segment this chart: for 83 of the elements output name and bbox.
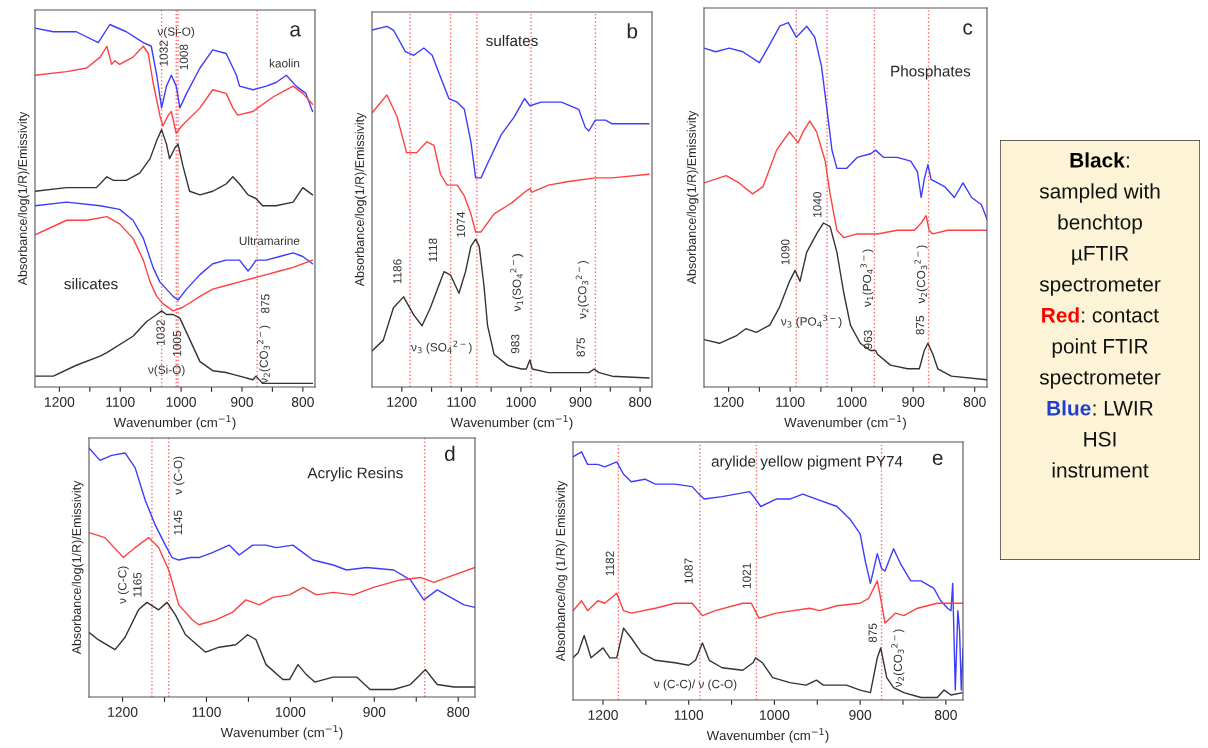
x-tick-label: 1100 xyxy=(447,397,476,407)
x-axis-title: Wavenumber (cm$^{−1}$) xyxy=(113,415,236,430)
x-tick-label: 1000 xyxy=(760,710,790,720)
x-tick-label: 800 xyxy=(963,397,986,407)
y-axis-title: Absorbance/log(1/R)/Emissivity xyxy=(686,110,699,285)
y-axis-title: Absorbance/log(1/R)/Emissivity xyxy=(354,112,367,287)
text: silicates xyxy=(64,278,118,290)
x-tick-label: 1200 xyxy=(588,710,618,720)
x-tick-label: 1200 xyxy=(714,397,744,407)
y-axis-title: Absorbance/log (1/R)/ Emissivity xyxy=(555,480,568,662)
annotation: ν$_{2}$(CO$_{3}$$^{2−}$) xyxy=(914,245,928,304)
annotation: 1182 xyxy=(605,551,614,576)
annotation: 1032 xyxy=(159,40,168,66)
x-tick-label: 1000 xyxy=(166,397,196,407)
chart-title: a xyxy=(290,25,301,37)
annotation: 1090 xyxy=(781,239,790,265)
annotation: 1021 xyxy=(742,563,751,589)
x-axis-title: Wavenumber (cm$^{−1}$) xyxy=(706,728,829,743)
annotation: 963 xyxy=(863,330,873,349)
annotation: 1074 xyxy=(456,211,466,237)
chart-title: d xyxy=(444,445,455,462)
x-tick-label: 900 xyxy=(849,710,872,720)
x-tick-label: 1100 xyxy=(674,710,704,720)
x-tick-label: 800 xyxy=(291,397,314,407)
annotation: 1165 xyxy=(133,572,142,597)
x-tick-label: 800 xyxy=(629,397,652,407)
x-axis-title: Wavenumber (cm$^{−1}$) xyxy=(220,725,343,740)
annotation: 1087 xyxy=(684,558,693,584)
annotation: ν (C-C)/ ν (C-O) xyxy=(653,679,737,691)
annotation: 875 xyxy=(261,294,270,314)
annotation: ν$_{1}$(PO$_{4}$$^{3−}$) xyxy=(860,249,874,307)
text: Red: contact point FTIR spectrometer xyxy=(1039,307,1161,389)
annotation: ν$_{1}$(SO$_{4}$$^{2−}$) xyxy=(510,254,524,312)
annotation: ν$_{2}$(CO$_{3}$$^{2−}$) xyxy=(891,629,905,688)
x-tick-label: 1100 xyxy=(106,397,135,407)
chart-title: e xyxy=(932,453,943,466)
y-axis-title: Absorbance/log(1/R)/Emissivity xyxy=(17,111,30,286)
annotation: 1008 xyxy=(179,44,188,70)
annotation: ν (C-O) xyxy=(173,456,185,495)
annotation: ν(Si-O) xyxy=(157,27,195,39)
annotation: ν$_{2}$(CO$_{3}$$^{2−}$) xyxy=(257,325,271,384)
chart-title: b xyxy=(627,23,638,39)
text: Phosphates xyxy=(891,65,971,80)
annotation: 875 xyxy=(915,315,925,335)
annotation: ν(Si-O) xyxy=(147,365,185,377)
text: Blue: LWIR HSI instrument xyxy=(1047,400,1153,478)
x-tick-label: 1000 xyxy=(506,397,536,407)
annotation: ν (C-C) xyxy=(117,566,129,604)
annotation: ν$_{3}$ (PO$_{4}$$^{3−}$) xyxy=(780,314,842,328)
annotation: Ultramarine xyxy=(239,236,300,246)
x-axis-title: Wavenumber (cm$^{−1}$) xyxy=(450,415,573,430)
x-tick-label: 900 xyxy=(569,397,592,407)
annotation: 1118 xyxy=(428,238,438,262)
annotation: ν$_{3}$ (SO$_{4}$$^{2−}$) xyxy=(411,340,472,354)
chart-subtitle: arylide yellow pigment PY74 xyxy=(711,455,903,470)
annotation: 875 xyxy=(868,623,877,643)
x-axis-title: Wavenumber (cm$^{−1}$) xyxy=(784,415,906,430)
annotation: 1040 xyxy=(813,192,822,217)
y-axis-title: Absorbance/log(1/R)/Emissivity xyxy=(71,480,84,655)
x-tick-label: 900 xyxy=(902,397,925,407)
x-tick-label: 800 xyxy=(447,707,470,717)
annotation: 983 xyxy=(511,334,520,354)
annotation: 1186 xyxy=(393,259,402,284)
annotation: ν$_{2}$(CO$_{3}$$^{2−}$) xyxy=(575,260,589,319)
x-tick-label: 1200 xyxy=(387,397,417,407)
x-tick-label: 1200 xyxy=(108,707,138,717)
annotation: 875 xyxy=(576,337,585,357)
x-tick-label: 1100 xyxy=(192,707,221,717)
annotation: kaolin xyxy=(269,58,300,68)
x-tick-label: 1000 xyxy=(276,707,306,717)
annotation: 1005 xyxy=(172,331,182,356)
x-tick-label: 900 xyxy=(363,707,386,717)
chart-subtitle: sulfates xyxy=(486,34,538,47)
text: Black: sampled with benchtop µFTIR spectrometer xyxy=(1039,152,1161,296)
x-tick-label: 1100 xyxy=(776,397,805,407)
x-tick-label: 1200 xyxy=(44,397,75,407)
chart-title: c xyxy=(963,23,973,35)
x-tick-label: 1000 xyxy=(837,397,867,407)
x-tick-label: 800 xyxy=(934,710,957,720)
text: Acrylic Resins xyxy=(307,467,403,482)
annotation: 1145 xyxy=(173,510,183,535)
annotation: 1032 xyxy=(156,320,165,345)
x-tick-label: 900 xyxy=(231,397,253,407)
